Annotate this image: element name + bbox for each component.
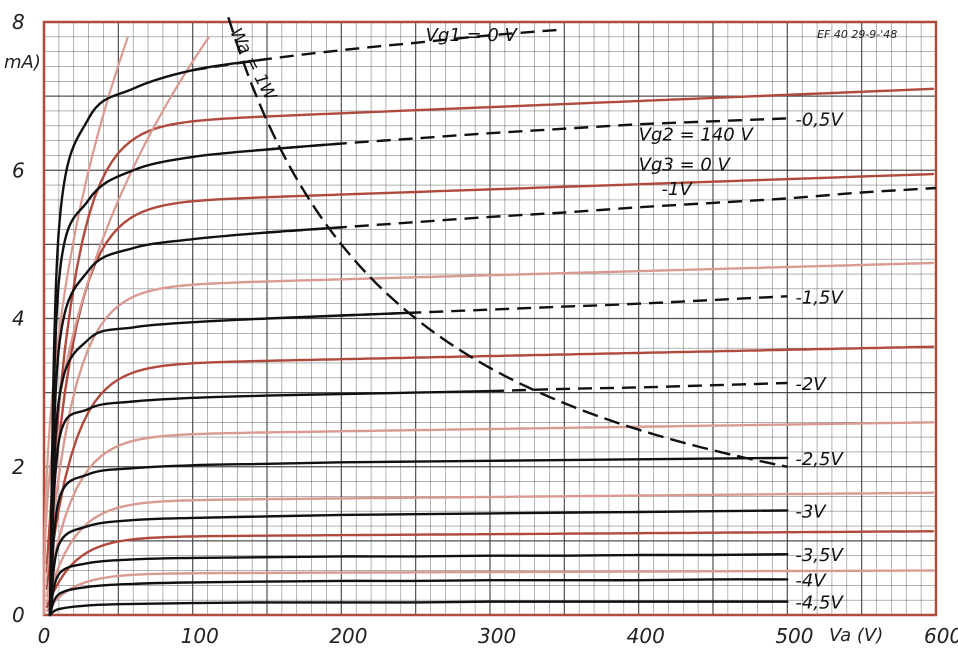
- series-label: -4,5V: [795, 593, 844, 614]
- series-line: [48, 509, 789, 617]
- series-label: -2,5V: [795, 449, 844, 470]
- y-tick-label: 2: [12, 455, 25, 479]
- series-line: [48, 553, 789, 617]
- x-tick-label: 400: [627, 624, 665, 648]
- series-label: Vg1 = 0 V: [426, 25, 519, 46]
- series-label: -0,5V: [795, 109, 844, 130]
- series-line: [48, 600, 789, 617]
- series-line: [48, 311, 417, 617]
- reference-curve: [45, 421, 935, 598]
- series-label: -3,5V: [795, 545, 844, 566]
- series-line-dashed: [489, 381, 788, 393]
- x-axis-label: Va (V): [829, 625, 883, 646]
- series-labels: Vg1 = 0 V -0,5V -1V -1,5V -2V -2,5V -3V -3,5V -4…: [426, 25, 845, 614]
- series-line-dashed: [192, 28, 565, 72]
- x-tick-label: 200: [329, 624, 367, 648]
- reference-curve: [45, 491, 935, 605]
- series-line: [48, 578, 789, 617]
- y-tick-label: 6: [12, 158, 25, 182]
- reference-curve: [45, 530, 935, 608]
- series-line-dashed: [266, 117, 788, 151]
- reference-curves: [42, 36, 935, 615]
- series-line: [48, 142, 343, 617]
- header-note: EF 40 29-9-'48: [817, 28, 897, 41]
- power-curve-line: [227, 16, 788, 468]
- series-label: -4V: [795, 570, 827, 591]
- reference-curve: [45, 261, 935, 582]
- y-tick-label: 8: [12, 10, 25, 34]
- grid: [42, 20, 938, 617]
- series-line: [48, 389, 492, 617]
- characteristic-curves: [48, 28, 937, 617]
- condition-vg3: Vg3 = 0 V: [639, 154, 732, 175]
- series-line: [48, 456, 789, 617]
- condition-vg2: Vg2 = 140 V: [639, 125, 755, 146]
- x-tick-label: 100: [181, 624, 219, 648]
- x-tick-label: 300: [478, 624, 516, 648]
- series-label: -3V: [795, 501, 827, 522]
- power-dissipation-curve: [227, 16, 788, 468]
- series-line: [48, 57, 269, 617]
- reference-curve: [45, 172, 935, 574]
- plot-border: [42, 20, 938, 617]
- reference-curve-steep: [42, 36, 129, 615]
- series-label: -1V: [662, 179, 694, 200]
- reference-curve: [45, 87, 935, 565]
- series-line: [48, 226, 343, 617]
- tick-labels: 0 100 200 300 400 500 600 0 2 4 6 8: [12, 10, 958, 648]
- x-tick-label: 500: [775, 624, 813, 648]
- y-tick-label: 0: [12, 603, 25, 627]
- y-axis-label: mA): [4, 52, 41, 73]
- series-line-dashed: [266, 186, 937, 234]
- y-tick-label: 4: [12, 307, 25, 331]
- x-tick-label: 600: [924, 624, 958, 648]
- reference-curve: [45, 345, 935, 590]
- series-label: -1,5V: [795, 287, 844, 308]
- reference-curve: [45, 569, 935, 612]
- x-tick-label: 0: [38, 624, 51, 648]
- series-label: -2V: [795, 374, 827, 395]
- series-line-dashed: [341, 295, 788, 317]
